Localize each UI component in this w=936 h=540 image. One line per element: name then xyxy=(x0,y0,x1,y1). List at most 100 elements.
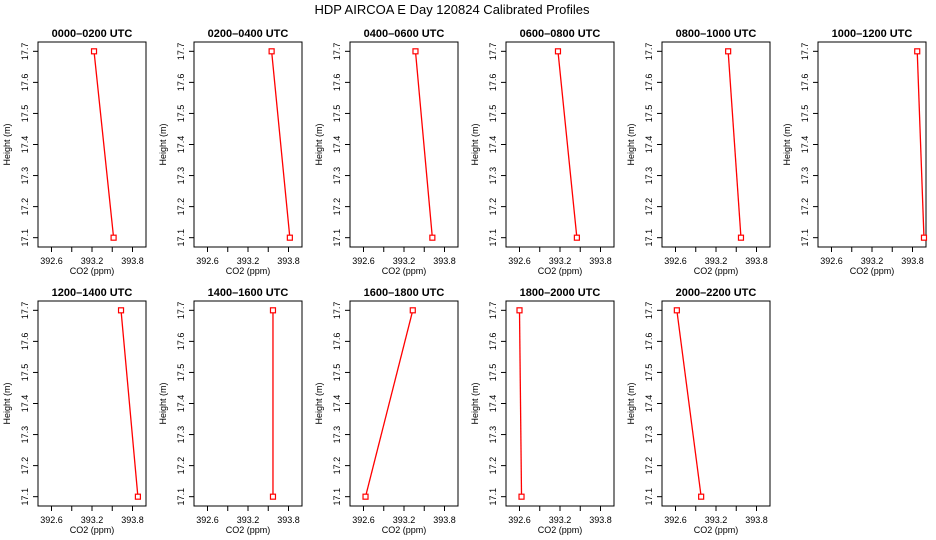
data-point xyxy=(412,48,419,55)
y-tick-label: 17.6 xyxy=(332,333,342,351)
y-tick-label: 17.4 xyxy=(20,136,30,154)
x-tick-label: 393.2 xyxy=(81,515,104,525)
y-tick-label: 17.6 xyxy=(20,74,30,92)
chart-panel-8: 1400–1600 UTC 392.6 393.2 393.8 17.1 17.2 17.3… xyxy=(158,287,303,535)
data-point xyxy=(516,307,523,314)
y-tick-label: 17.7 xyxy=(488,43,498,61)
y-tick-label: 17.1 xyxy=(488,229,498,247)
y-tick-label: 17.2 xyxy=(800,198,810,216)
y-axis-label: Height (m) xyxy=(626,382,636,424)
y-tick-label: 17.5 xyxy=(176,364,186,382)
y-tick-label: 17.5 xyxy=(176,105,186,123)
y-tick-label: 17.6 xyxy=(488,333,498,351)
panels-grid: 0000–0200 UTC 392.6 393.2 393.8 17.1 17.2 17.3… xyxy=(2,28,928,535)
y-tick-label: 17.1 xyxy=(20,229,30,247)
x-axis-label: CO2 (ppm) xyxy=(70,525,115,535)
y-tick-label: 17.1 xyxy=(332,229,342,247)
plot-frame xyxy=(817,41,927,248)
x-tick-label: 393.8 xyxy=(121,256,144,266)
panel-title: 0200–0400 UTC xyxy=(208,28,289,40)
y-tick-label: 17.7 xyxy=(332,302,342,320)
profile-line xyxy=(518,310,523,497)
y-tick-label: 17.3 xyxy=(488,167,498,185)
y-tick-label: 17.3 xyxy=(20,426,30,444)
data-point xyxy=(737,234,745,241)
y-axis-label: Height (m) xyxy=(2,123,12,165)
y-tick-label: 17.7 xyxy=(332,43,342,61)
y-tick-label: 17.3 xyxy=(176,426,186,444)
profile-line xyxy=(414,51,433,238)
x-tick-label: 393.8 xyxy=(121,515,144,525)
y-tick-label: 17.5 xyxy=(800,105,810,123)
x-axis-label: CO2 (ppm) xyxy=(382,266,427,276)
x-axis-label: CO2 (ppm) xyxy=(694,266,739,276)
x-tick-label: 392.6 xyxy=(508,515,531,525)
x-tick-label: 393.8 xyxy=(901,256,924,266)
y-tick-label: 17.1 xyxy=(176,229,186,247)
data-point xyxy=(110,234,117,241)
x-tick-label: 392.6 xyxy=(40,256,63,266)
profile-line xyxy=(270,51,291,238)
data-point xyxy=(269,493,277,500)
y-tick-label: 17.6 xyxy=(800,74,810,92)
y-tick-label: 17.1 xyxy=(800,229,810,247)
plot-frame xyxy=(661,300,771,507)
y-tick-label: 17.4 xyxy=(488,395,498,413)
panel-title: 2000–2200 UTC xyxy=(676,287,757,299)
x-axis-label: CO2 (ppm) xyxy=(226,525,271,535)
x-tick-label: 393.2 xyxy=(393,515,416,525)
x-tick-label: 392.6 xyxy=(508,256,531,266)
x-tick-label: 393.2 xyxy=(861,256,884,266)
profile-line xyxy=(727,51,742,238)
y-tick-label: 17.3 xyxy=(332,426,342,444)
figure-title: HDP AIRCOA E Day 120824 Calibrated Profi… xyxy=(314,2,590,17)
x-tick-label: 392.6 xyxy=(664,515,687,525)
y-tick-label: 17.1 xyxy=(488,488,498,506)
x-tick-label: 393.2 xyxy=(549,515,572,525)
panel-title: 1600–1800 UTC xyxy=(364,287,445,299)
data-point xyxy=(673,307,680,314)
x-axis-label: CO2 (ppm) xyxy=(226,266,271,276)
data-point xyxy=(409,307,416,314)
y-tick-label: 17.6 xyxy=(176,333,186,351)
plot-frame xyxy=(37,41,147,248)
y-tick-label: 17.5 xyxy=(20,364,30,382)
panel-title: 0600–0800 UTC xyxy=(520,28,601,40)
data-point xyxy=(429,234,436,241)
data-point xyxy=(554,48,562,55)
chart-panel-1: 0000–0200 UTC 392.6 393.2 393.8 17.1 17.2 17.3… xyxy=(2,28,147,276)
y-tick-label: 17.4 xyxy=(488,136,498,154)
profile-line xyxy=(364,310,414,497)
x-axis-label: CO2 (ppm) xyxy=(850,266,895,276)
chart-panel-4: 0600–0800 UTC 392.6 393.2 393.8 17.1 17.2 17.3… xyxy=(470,28,615,276)
y-tick-label: 17.7 xyxy=(176,302,186,320)
panel-title: 1200–1400 UTC xyxy=(52,287,133,299)
chart-panel-5: 0800–1000 UTC 392.6 393.2 393.8 17.1 17.2 17.3… xyxy=(626,28,771,276)
y-tick-label: 17.3 xyxy=(176,167,186,185)
y-tick-label: 17.3 xyxy=(644,426,654,444)
x-tick-label: 393.8 xyxy=(433,515,456,525)
data-point xyxy=(117,307,125,314)
y-axis-label: Height (m) xyxy=(2,382,12,424)
y-tick-label: 17.5 xyxy=(488,105,498,123)
y-tick-label: 17.1 xyxy=(20,488,30,506)
y-tick-label: 17.4 xyxy=(332,136,342,154)
y-tick-label: 17.2 xyxy=(176,198,186,216)
panel-title: 0000–0200 UTC xyxy=(52,28,133,40)
x-tick-label: 393.8 xyxy=(745,515,768,525)
panel-title: 1800–2000 UTC xyxy=(520,287,601,299)
y-tick-label: 17.2 xyxy=(176,457,186,475)
x-tick-label: 392.6 xyxy=(820,256,843,266)
x-tick-label: 393.8 xyxy=(277,256,300,266)
y-tick-label: 17.2 xyxy=(488,198,498,216)
plot-frame xyxy=(661,41,771,248)
data-point xyxy=(286,234,293,241)
y-tick-label: 17.1 xyxy=(644,488,654,506)
x-tick-label: 392.6 xyxy=(352,515,375,525)
data-point xyxy=(134,493,141,500)
profile-line xyxy=(916,51,925,238)
y-tick-label: 17.6 xyxy=(20,333,30,351)
data-point xyxy=(518,493,525,500)
y-axis-label: Height (m) xyxy=(626,123,636,165)
x-tick-label: 393.2 xyxy=(705,256,728,266)
